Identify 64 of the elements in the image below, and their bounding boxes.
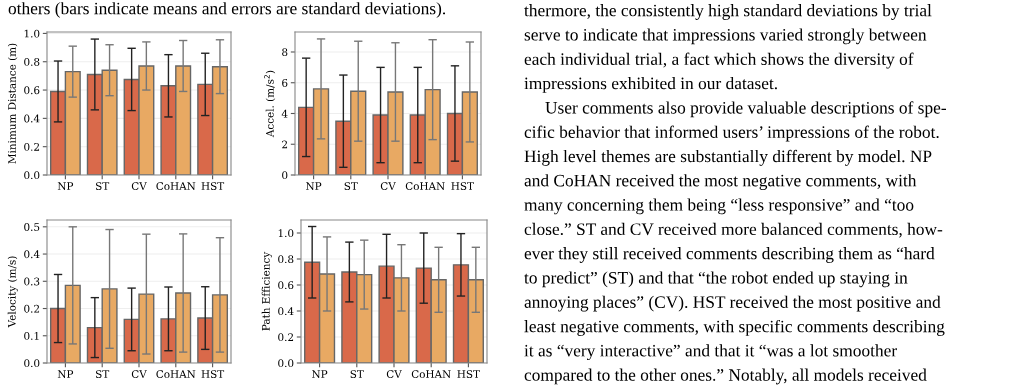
- y-tick-label: 2: [282, 140, 288, 149]
- y-tick-label: 0.5: [24, 223, 40, 231]
- text: thermore, the consistently high standard deviations by trial: [524, 4, 932, 20]
- x-tick-label: CV: [131, 370, 147, 379]
- x-tick-label: NP: [57, 370, 74, 379]
- y-axis-title: Accel. (m/s$^{2}$): [264, 70, 276, 138]
- y-tick-label: 6: [282, 78, 288, 87]
- text: to predict” (ST) and that “the robot ended up staying in: [524, 271, 908, 288]
- text: annoying places” (CV). HST received the most positive and: [524, 295, 941, 312]
- y-tick-label: 0.6: [278, 281, 294, 290]
- x-tick-label: NP: [312, 370, 328, 379]
- y-tick-label: 0.4: [278, 307, 294, 316]
- text: User comments also provide valuable descriptions of spe-: [545, 101, 946, 118]
- x-tick-label: CV: [386, 370, 402, 379]
- x-tick-label: ST: [96, 182, 110, 191]
- y-tick-label: 0.2: [278, 333, 294, 342]
- y-tick-label: 0.6: [24, 86, 40, 95]
- y-tick-label: 0.2: [24, 304, 40, 313]
- x-tick-label: HST: [457, 370, 480, 379]
- y-tick-label: 1.0: [278, 229, 294, 238]
- text: others (bars indicate means and errors are standard deviations).: [8, 2, 446, 18]
- x-tick-label: CoHAN: [156, 370, 196, 379]
- text: least negative comments, with specific comments describing: [524, 319, 945, 336]
- y-tick-label: 0.1: [24, 331, 39, 340]
- x-tick-label: HST: [201, 182, 225, 191]
- y-tick-label: 0.2: [24, 142, 40, 151]
- y-tick-label: 0.0: [24, 359, 40, 368]
- x-tick-label: CoHAN: [156, 182, 196, 191]
- y-axis-title: Minimum Distance (m): [7, 43, 18, 164]
- text: serve to indicate that impressions varied strongly between: [524, 28, 927, 45]
- y-tick-label: 0.8: [24, 57, 40, 66]
- text: ever they still received comments describing them as “hard: [524, 247, 935, 263]
- x-tick-label: CV: [380, 182, 396, 191]
- text: each individual trial, a fact which shows the diversity of: [524, 52, 914, 69]
- x-tick-label: HST: [201, 370, 225, 379]
- text: many concerning them being “less responsive” and “too: [524, 198, 914, 215]
- y-tick-label: 0.4: [24, 114, 40, 123]
- text: cific behavior that informed users’ impressions of the robot.: [524, 125, 939, 142]
- x-tick-label: CoHAN: [405, 182, 445, 191]
- y-tick-label: 0.0: [278, 359, 294, 368]
- x-tick-label: HST: [451, 182, 474, 191]
- y-tick-label: 0.3: [24, 277, 40, 286]
- y-tick-label: 0: [282, 171, 288, 180]
- y-tick-label: 8: [282, 48, 288, 57]
- text: compared to the other ones.” Notably, all models received: [524, 368, 927, 385]
- y-tick-label: 0.8: [278, 255, 294, 264]
- y-axis-title: Velocity (m/s): [7, 256, 18, 328]
- text: High level themes are substantially different by model. NP: [524, 149, 932, 166]
- y-tick-label: 4: [281, 109, 288, 118]
- x-tick-label: CoHAN: [411, 370, 451, 379]
- x-tick-label: ST: [96, 370, 110, 379]
- text: impressions exhibited in our dataset.: [524, 77, 777, 93]
- x-tick-label: NP: [57, 182, 74, 191]
- y-tick-label: 0.4: [24, 250, 40, 259]
- y-tick-label: 1.0: [24, 29, 40, 38]
- text: and CoHAN received the most negative comments, with: [524, 174, 917, 190]
- x-tick-label: CV: [131, 182, 147, 191]
- text: it as “very interactive” and that it “was a lot smoother: [524, 344, 897, 361]
- y-tick-label: 0.0: [24, 171, 40, 180]
- x-tick-label: NP: [306, 182, 322, 191]
- x-tick-label: ST: [350, 370, 364, 379]
- text: close.” ST and CV received more balanced comments, how-: [524, 222, 943, 238]
- x-tick-label: ST: [344, 182, 358, 191]
- y-axis-title: Path Efficiency: [261, 251, 272, 331]
